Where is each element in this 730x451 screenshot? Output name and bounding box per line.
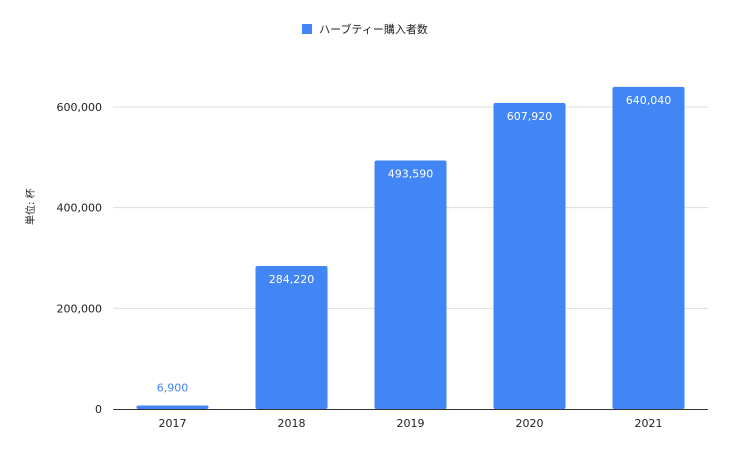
- x-tick-label: 2017: [159, 417, 187, 430]
- x-tick-label: 2019: [397, 417, 425, 430]
- data-label: 493,590: [388, 168, 434, 181]
- legend-label: ハーブティー購入者数: [319, 23, 428, 36]
- bar: [374, 160, 447, 409]
- chart-legend: ハーブティー購入者数: [0, 21, 730, 37]
- y-tick-label: 200,000: [57, 302, 103, 315]
- y-tick-label: 0: [95, 403, 102, 416]
- legend-swatch: [302, 24, 313, 34]
- data-label: 640,040: [626, 94, 672, 107]
- data-label: 607,920: [507, 110, 553, 123]
- bar: [612, 86, 685, 410]
- bar: [493, 103, 566, 409]
- data-label: 6,900: [157, 382, 189, 395]
- x-tick-label: 2020: [516, 417, 544, 430]
- x-tick-label: 2018: [278, 417, 306, 430]
- y-tick-label: 400,000: [57, 202, 103, 215]
- bar: [255, 265, 328, 409]
- x-tick-label: 2021: [635, 417, 663, 430]
- y-tick-label: 600,000: [57, 101, 103, 114]
- data-label: 284,220: [269, 273, 315, 286]
- bar: [136, 405, 209, 409]
